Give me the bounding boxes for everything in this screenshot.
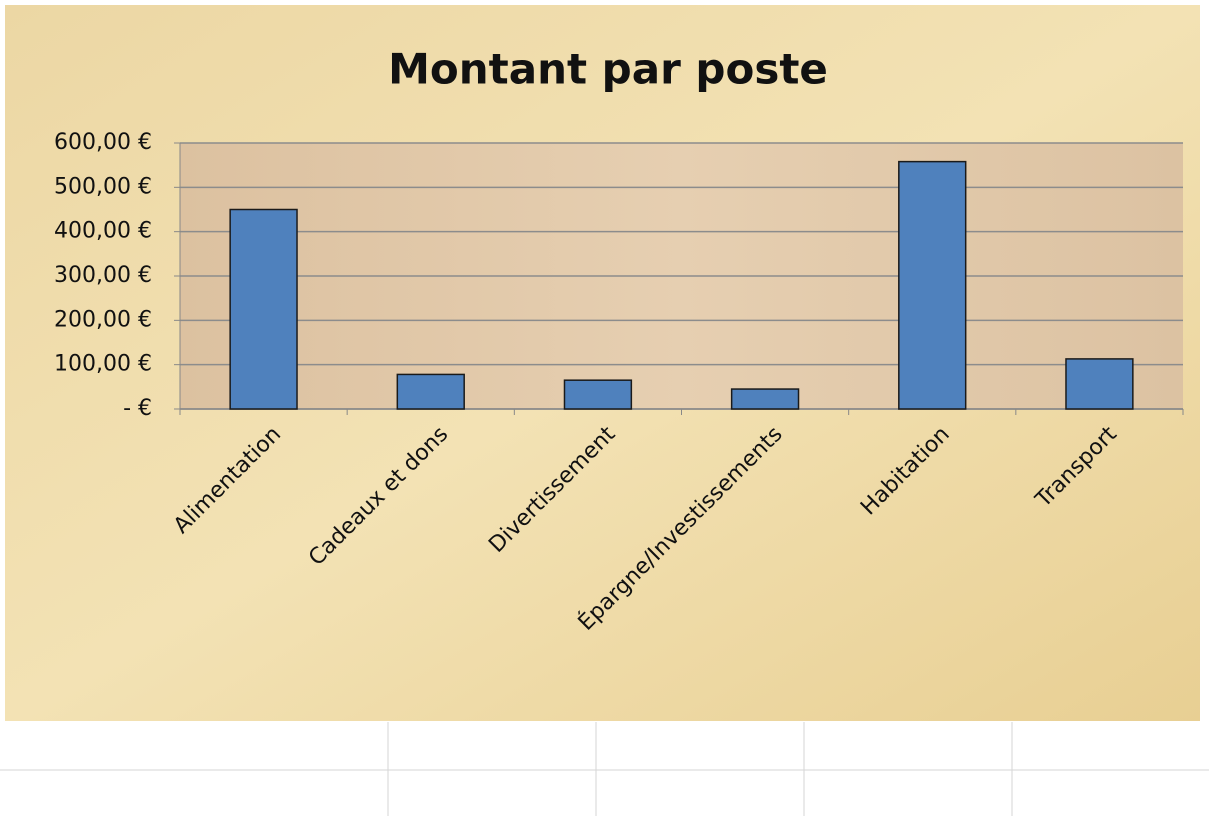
y-tick-label: 200,00 € (54, 307, 152, 332)
bar (899, 162, 966, 409)
bar (564, 380, 631, 409)
bar (1066, 359, 1133, 409)
y-tick-label: - € (123, 396, 152, 421)
chart: Montant par poste - € 100,00 € 200,00 € 300… (0, 0, 1209, 816)
y-tick-label: 100,00 € (54, 352, 152, 377)
bar (397, 374, 464, 409)
bar (732, 389, 799, 409)
page: Montant par poste - € 100,00 € 200,00 € 300… (0, 0, 1209, 816)
y-tick-label: 400,00 € (54, 219, 152, 244)
y-tick-label: 600,00 € (54, 130, 152, 155)
bar (230, 210, 297, 410)
y-tick-label: 300,00 € (54, 263, 152, 288)
chart-title: Montant par poste (388, 45, 828, 94)
y-tick-label: 500,00 € (54, 174, 152, 199)
